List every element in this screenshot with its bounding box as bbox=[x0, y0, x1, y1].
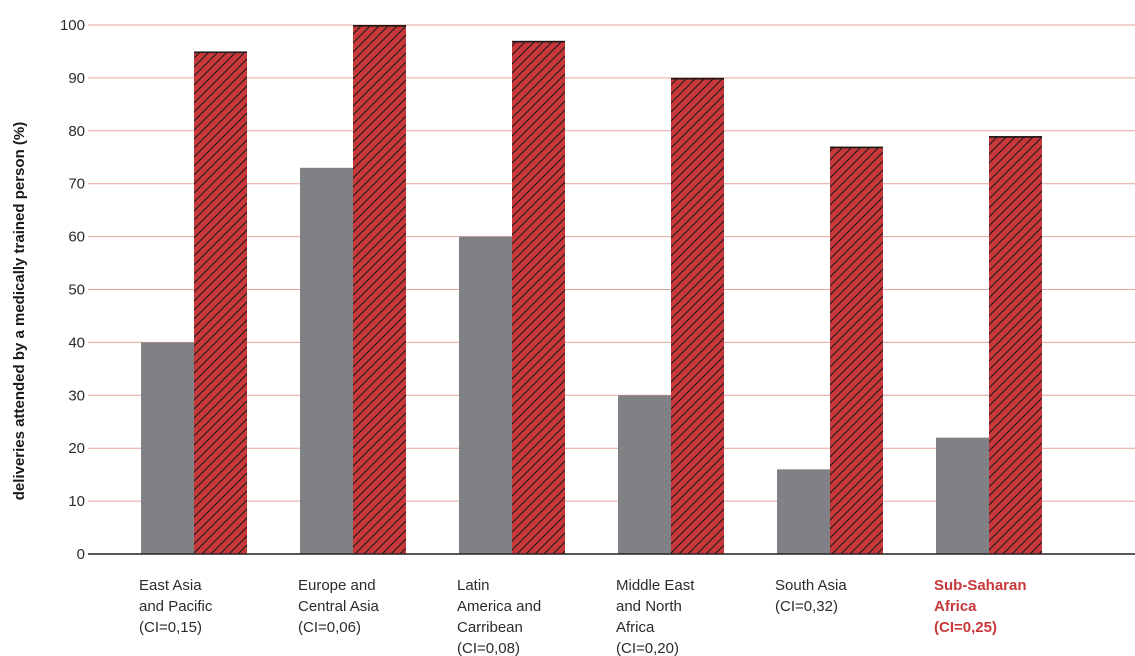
y-tick-label: 70 bbox=[68, 176, 85, 193]
x-category-label: Sub-Saharan Africa (CI=0,25) bbox=[934, 577, 1027, 636]
gridlines bbox=[88, 24, 1135, 502]
y-tick-label: 80 bbox=[68, 123, 85, 140]
bar-series-1-cat-3 bbox=[459, 236, 512, 554]
y-tick-label: 20 bbox=[68, 440, 85, 457]
x-category-label: East Asia and Pacific (CI=0,15) bbox=[139, 577, 213, 636]
bar-series-2-cat-1 bbox=[194, 51, 247, 554]
bar-series-2-cat-6 bbox=[989, 136, 1042, 554]
bar-series-1-cat-2 bbox=[300, 167, 353, 554]
x-category-label: South Asia (CI=0,32) bbox=[775, 577, 847, 615]
y-tick-label: 30 bbox=[68, 387, 85, 404]
bar-series-2-cat-2 bbox=[353, 25, 406, 554]
y-tick-label: 60 bbox=[68, 229, 85, 246]
x-category-label: Europe and Central Asia (CI=0,06) bbox=[298, 577, 380, 636]
bar-series-2-cat-4 bbox=[671, 77, 724, 555]
bar-series-1-cat-6 bbox=[936, 437, 989, 554]
y-tick-label: 40 bbox=[68, 334, 85, 351]
y-tick-label: 50 bbox=[68, 282, 85, 299]
y-axis-title: deliveries attended by a medically train… bbox=[11, 122, 28, 500]
x-category-label: Middle East and North Africa (CI=0,20) bbox=[616, 577, 695, 656]
bar-series-1-cat-5 bbox=[777, 469, 830, 554]
y-tick-label: 0 bbox=[77, 546, 85, 563]
y-tick-label: 10 bbox=[68, 493, 85, 510]
labels: 0 10 20 30 40 50 60 70 80 90 100 East Asia and Pacif… bbox=[60, 17, 1027, 656]
y-tick-label: 90 bbox=[68, 70, 85, 87]
bar-series-2-cat-3 bbox=[512, 40, 565, 555]
bar-series-1-cat-1 bbox=[141, 342, 194, 554]
bar-series-2-cat-5 bbox=[830, 146, 883, 555]
y-tick-label: 100 bbox=[60, 17, 85, 34]
bar-series-1-cat-4 bbox=[618, 395, 671, 554]
x-category-label: Latin America and Carribean (CI=0,08) bbox=[457, 577, 541, 656]
bars bbox=[141, 24, 1042, 555]
